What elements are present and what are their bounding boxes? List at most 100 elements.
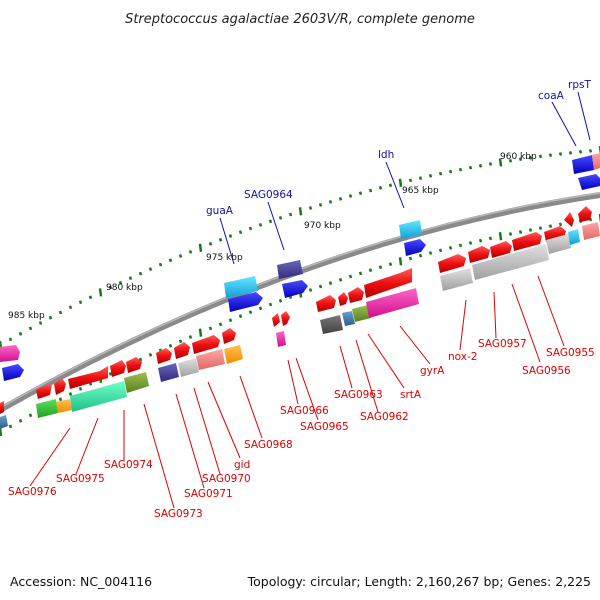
gene-arrow[interactable]	[36, 399, 58, 418]
gene-arrow[interactable]	[592, 153, 600, 170]
scale-tick	[218, 322, 223, 327]
gene-label-SAG0971[interactable]: SAG0971	[184, 488, 233, 500]
scale-tick	[128, 276, 133, 280]
gene-arrow[interactable]	[578, 206, 592, 222]
scale-tick	[388, 262, 393, 267]
gene-arrow[interactable]	[70, 381, 127, 412]
gene-label-SAG0974[interactable]: SAG0974	[104, 459, 153, 471]
map-title: Streptococcus agalactiae 2603V/R, comple…	[125, 12, 475, 27]
gene-arrow[interactable]	[578, 174, 600, 190]
scale-tick	[278, 298, 283, 303]
gene-label-guaA[interactable]: guaA	[206, 205, 234, 217]
gene-label-SAG0964[interactable]: SAG0964	[244, 189, 293, 201]
gene-label-SAG0975[interactable]: SAG0975	[56, 473, 105, 485]
gene-label-SAG0956[interactable]: SAG0956	[522, 365, 571, 377]
gene-label-gyrA[interactable]: gyrA	[420, 365, 445, 377]
gene-arrow[interactable]	[468, 246, 490, 263]
gene-arrow[interactable]	[316, 295, 336, 312]
gene-label-ldh[interactable]: ldh	[378, 149, 394, 161]
gene-arrow[interactable]	[399, 220, 422, 239]
gene-arrow[interactable]	[0, 415, 8, 429]
gene-label-SAG0966[interactable]: SAG0966	[280, 405, 329, 417]
gene-arrow[interactable]	[0, 401, 4, 414]
gene-label-srtA[interactable]: srtA	[400, 389, 422, 401]
gene-arrow[interactable]	[512, 232, 542, 251]
gene-label-SAG0973[interactable]: SAG0973	[154, 508, 203, 520]
gene-arrow[interactable]	[156, 348, 172, 364]
scale-tick	[238, 230, 243, 235]
scale-tick	[248, 310, 253, 315]
gene-arrow[interactable]	[272, 313, 280, 327]
gene-arrow[interactable]	[228, 292, 263, 312]
gene-arrow[interactable]	[222, 328, 236, 344]
gene-arrow[interactable]	[158, 363, 179, 382]
scale-tick	[438, 171, 443, 176]
gene-label-SAG0957[interactable]: SAG0957	[478, 338, 527, 350]
gene-arrow[interactable]	[224, 345, 243, 364]
gene-arrow[interactable]	[2, 364, 24, 381]
gene-arrow[interactable]	[348, 287, 364, 303]
gene-arrow[interactable]	[320, 315, 343, 334]
gene-arrow[interactable]	[546, 234, 571, 254]
gene-arrow[interactable]	[438, 254, 466, 273]
gene-arrow[interactable]	[126, 357, 142, 373]
gene-arrow[interactable]	[281, 311, 290, 326]
gene-arrow[interactable]	[440, 268, 473, 291]
gene-arrow[interactable]	[196, 349, 225, 370]
gene-label-rpsT[interactable]: rpsT	[568, 79, 591, 91]
scale-tick	[518, 230, 523, 234]
scale-tick	[548, 224, 553, 229]
gene-arrow[interactable]	[282, 280, 308, 298]
gene-arrow[interactable]	[582, 222, 600, 240]
scale-tick	[488, 236, 493, 241]
scale-tick	[518, 157, 523, 162]
gene-arrow[interactable]	[54, 378, 66, 395]
gene-arrow[interactable]	[277, 260, 303, 279]
gene-arrow[interactable]	[564, 212, 574, 227]
scale-tick	[498, 232, 503, 241]
gene-arrow[interactable]	[0, 345, 20, 362]
gene-arrow[interactable]	[276, 331, 286, 347]
gene-arrow[interactable]	[36, 384, 52, 399]
scale-tick	[538, 226, 543, 230]
gene-label-SAG0968[interactable]: SAG0968	[244, 439, 293, 451]
gene-arrow[interactable]	[568, 229, 580, 245]
gene-arrow[interactable]	[404, 239, 426, 256]
scale-tick	[58, 397, 63, 402]
gene-arrow[interactable]	[178, 358, 199, 377]
gene-label-coaA[interactable]: coaA	[538, 90, 565, 102]
scale-tick	[308, 206, 313, 210]
scale-tick	[78, 300, 83, 305]
gene-arrow[interactable]	[352, 305, 371, 322]
gene-label-gid[interactable]: gid	[234, 459, 250, 471]
gene-arrow[interactable]	[124, 372, 149, 393]
gene-label-nox-2[interactable]: nox-2	[448, 351, 477, 363]
scale-tick	[528, 155, 533, 160]
gene-arrow[interactable]	[366, 288, 419, 318]
scale-tick	[558, 152, 563, 156]
gene-arrow[interactable]	[490, 241, 512, 258]
gene-arrow[interactable]	[224, 276, 258, 298]
gene-arrow[interactable]	[338, 292, 348, 306]
gene-label-SAG0963[interactable]: SAG0963	[334, 389, 383, 401]
scale-tick	[378, 185, 383, 190]
scale-tick	[78, 387, 83, 391]
gene-arrow[interactable]	[68, 366, 108, 389]
gene-arrow[interactable]	[56, 399, 72, 413]
kbp-label-985: 985 kbp	[8, 311, 45, 321]
gene-label-SAG0970[interactable]: SAG0970	[202, 473, 251, 485]
gene-arrow[interactable]	[342, 311, 355, 326]
gene-arrow[interactable]	[110, 360, 126, 377]
scale-tick	[428, 173, 433, 178]
gene-label-SAG0976[interactable]: SAG0976	[8, 486, 57, 498]
gene-arrow[interactable]	[572, 155, 594, 174]
gene-arrow[interactable]	[472, 244, 549, 280]
gene-arrow[interactable]	[192, 335, 220, 354]
scale-tick	[178, 339, 183, 344]
gene-label-SAG0962[interactable]: SAG0962	[360, 411, 409, 423]
gene-label-SAG0955[interactable]: SAG0955	[546, 347, 595, 359]
gene-label-SAG0965[interactable]: SAG0965	[300, 421, 349, 433]
gene-arrow[interactable]	[364, 268, 412, 298]
scale-tick	[0, 427, 3, 437]
gene-arrow[interactable]	[174, 342, 190, 359]
